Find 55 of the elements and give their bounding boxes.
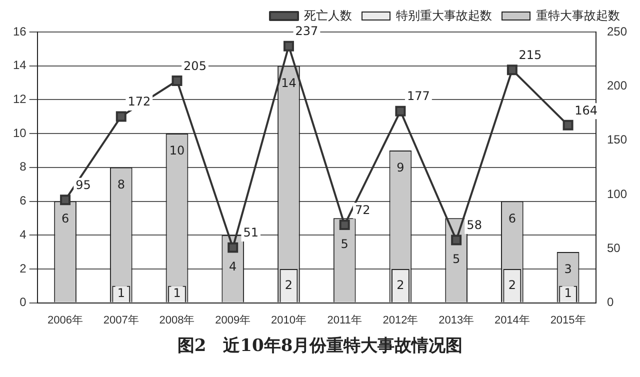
data-label: 9 [396, 160, 404, 175]
data-label: 72 [354, 202, 370, 217]
data-label: 14 [281, 76, 296, 90]
y-tick-label: 6 [20, 194, 27, 208]
y-tick-label: 8 [20, 160, 27, 174]
y-tick-label: 16 [12, 24, 27, 38]
x-tick-label: 2008年 [159, 314, 195, 326]
x-tick-label: 2009年 [215, 314, 251, 326]
y2-tick-label: 250 [606, 24, 628, 38]
y-tick-label: 2 [20, 261, 27, 276]
y2-tick-label: 150 [606, 132, 628, 147]
y-tick-label: 0 [20, 295, 27, 310]
x-tick-label: 2011年 [327, 314, 362, 326]
data-label: 6 [508, 211, 516, 226]
data-label: 177 [407, 89, 430, 104]
data-label: 205 [184, 58, 206, 73]
data-label: 51 [243, 226, 259, 240]
legend-label: 死亡人数 [304, 8, 352, 22]
data-label: 164 [574, 103, 598, 118]
data-label: 1 [117, 286, 125, 300]
x-tick-label: 2014年 [494, 314, 530, 326]
data-label: 2 [508, 278, 516, 292]
data-label: 3 [564, 262, 572, 276]
x-tick-label: 2010年 [270, 314, 306, 326]
data-label: 237 [295, 24, 318, 38]
x-tick-label: 2007年 [103, 314, 139, 326]
data-label: 4 [229, 260, 237, 274]
x-tick-label: 2015年 [550, 314, 586, 326]
legend-label: 特别重大事故起数 [396, 8, 492, 22]
legend-label: 重特大事故起数 [536, 8, 620, 22]
y2-tick-label: 100 [606, 186, 628, 201]
y-tick-label: 10 [12, 126, 27, 140]
y2-tick-label: 0 [606, 295, 614, 310]
y2-tick-label: 200 [606, 78, 628, 92]
data-label: 5 [452, 252, 460, 266]
data-label: 1 [564, 286, 572, 300]
data-label: 95 [76, 178, 91, 192]
text: 图2 近10年8月份重特大事故情况图 [176, 335, 464, 357]
data-label: 6 [61, 211, 70, 226]
data-label: 1 [173, 286, 181, 300]
data-label: 215 [518, 48, 542, 62]
y-tick-label: 12 [12, 92, 27, 106]
y-tick-label: 4 [20, 227, 27, 242]
y2-tick-label: 50 [606, 240, 621, 255]
data-label: 2 [284, 278, 293, 292]
data-label: 8 [117, 178, 125, 192]
data-label: 172 [128, 94, 151, 109]
x-tick-label: 2013年 [438, 314, 474, 326]
data-label: 58 [466, 218, 482, 232]
y-tick-label: 14 [12, 58, 27, 72]
data-label: 10 [169, 144, 185, 158]
x-tick-label: 2012年 [382, 314, 418, 326]
data-label: 2 [396, 278, 404, 292]
x-tick-label: 2006年 [48, 314, 84, 326]
data-label: 5 [340, 236, 348, 251]
